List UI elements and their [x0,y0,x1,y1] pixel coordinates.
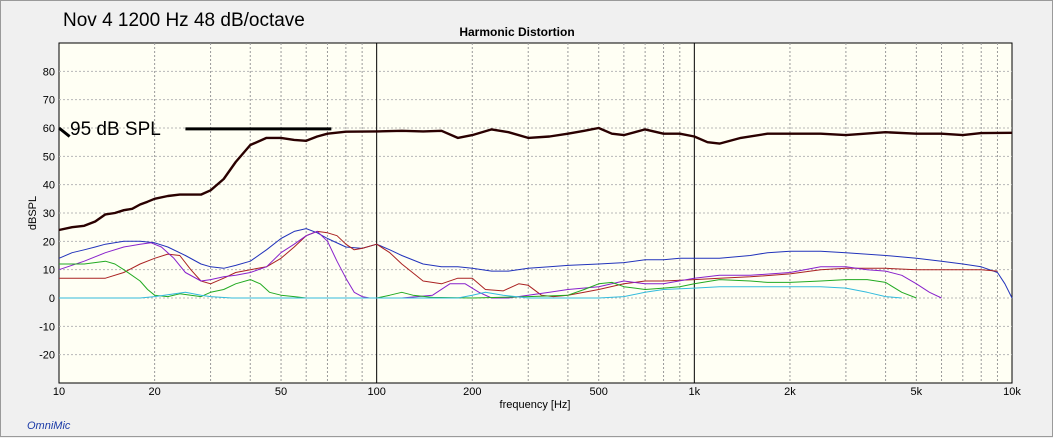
spl-annotation: 95 dB SPL [70,119,161,140]
series-line-5 [59,260,917,299]
x-axis-label: frequency [Hz] [500,399,571,411]
x-tick-label: 200 [463,386,481,398]
series-line-6 [59,286,902,299]
y-tick-label: 30 [43,208,55,220]
note-title: Nov 4 1200 Hz 48 dB/octave [63,10,305,31]
series-line-2 [58,228,1013,299]
y-tick-label: -20 [39,350,55,362]
y-tick-label: 20 [43,236,55,248]
y-axis-label: dBSPL [27,196,39,230]
y-tick-label: -10 [39,321,55,333]
omnimic-logo: OmniMic [27,420,71,432]
x-tick-label: 100 [367,386,385,398]
chart-title: Harmonic Distortion [459,25,574,39]
series-line-1 [58,126,1013,232]
y-tick-label: 60 [43,123,55,135]
y-tick-label: 70 [43,95,55,107]
annotation-slash [58,126,71,138]
x-tick-label: 20 [149,386,161,398]
x-tick-labels: 10 20 50 100 200 500 1k 2k 5k 10k [53,386,1021,398]
y-tick-labels: -20 -10 0 10 20 30 40 50 60 70 80 [39,66,55,361]
x-tick-label: 1k [689,386,701,398]
x-tick-label: 5k [911,386,923,398]
annotation-marks [58,126,332,138]
x-tick-label: 50 [275,386,287,398]
y-tick-label: 10 [43,265,55,277]
x-tick-label: 500 [590,386,608,398]
x-tick-label: 2k [784,386,796,398]
curves [58,126,1013,299]
y-tick-label: 0 [49,293,55,305]
x-tick-label: 10k [1003,386,1021,398]
y-tick-label: 50 [43,151,55,163]
y-tick-label: 40 [43,180,55,192]
x-tick-label: 10 [53,386,65,398]
y-tick-label: 80 [43,66,55,78]
